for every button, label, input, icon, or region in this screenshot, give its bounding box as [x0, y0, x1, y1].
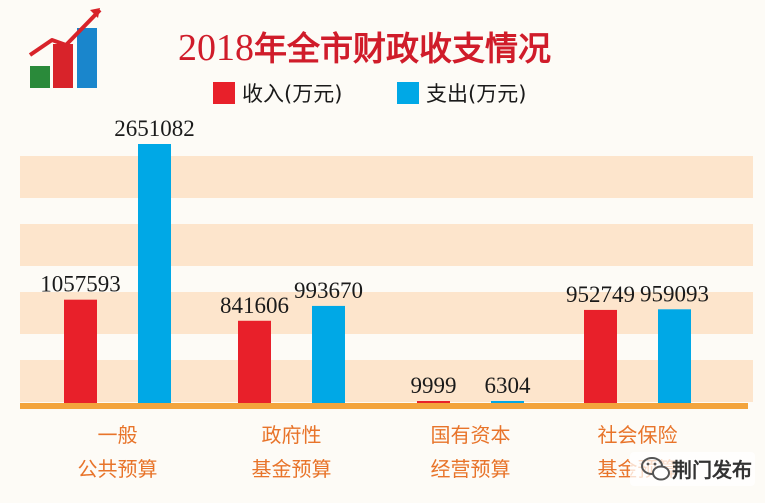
- title-main: 年全市财政收支情况: [254, 29, 551, 68]
- category-label: 基金预算: [252, 457, 332, 481]
- bar-value-label: 2651082: [114, 116, 195, 141]
- rising-bar-chart-icon: [28, 8, 102, 88]
- chart-grid-bands: [20, 156, 753, 402]
- bar-income: [238, 320, 271, 403]
- chart-bars: [64, 144, 691, 403]
- bar-value-label: 841606: [220, 293, 289, 318]
- legend-label-income: 收入(万元): [242, 82, 342, 106]
- bar-value-label: 1057593: [40, 272, 121, 297]
- category-label: 社会保险: [598, 423, 678, 447]
- watermark: 荆门发布: [630, 452, 755, 486]
- legend-swatch-expense: [397, 82, 419, 104]
- grid-band: [20, 156, 753, 198]
- title-year: 2018: [178, 27, 254, 69]
- legend-label-expense: 支出(万元): [426, 82, 526, 106]
- bar-income: [417, 401, 450, 403]
- bar-value-label: 952749: [566, 282, 635, 307]
- bar-expense: [491, 401, 524, 403]
- bar-expense: [312, 305, 345, 403]
- bar-expense: [138, 144, 171, 403]
- bar-value-label: 9999: [411, 373, 457, 398]
- watermark-text: 荆门发布: [672, 458, 752, 482]
- bar-income: [584, 309, 617, 403]
- category-label: 经营预算: [431, 457, 511, 481]
- bar-value-label: 6304: [485, 373, 532, 398]
- wechat-icon: [641, 457, 670, 481]
- grid-band: [20, 360, 753, 402]
- chart-title: 2018年全市财政收支情况: [178, 27, 551, 69]
- bar-value-label: 959093: [640, 281, 709, 306]
- category-label: 公共预算: [78, 457, 158, 481]
- legend-swatch-income: [213, 82, 235, 104]
- x-axis-line: [20, 403, 748, 409]
- category-label: 政府性: [262, 423, 322, 447]
- bar-value-label: 993670: [294, 278, 363, 303]
- bar-expense: [658, 309, 691, 403]
- chart-legend: 收入(万元) 支出(万元): [213, 82, 526, 106]
- x-axis-category-labels: 一般公共预算政府性基金预算国有资本经营预算社会保险基金预算: [78, 423, 678, 481]
- category-label: 一般: [98, 423, 138, 447]
- category-label: 国有资本: [431, 423, 511, 447]
- bar-income: [64, 299, 97, 403]
- grid-band: [20, 224, 753, 266]
